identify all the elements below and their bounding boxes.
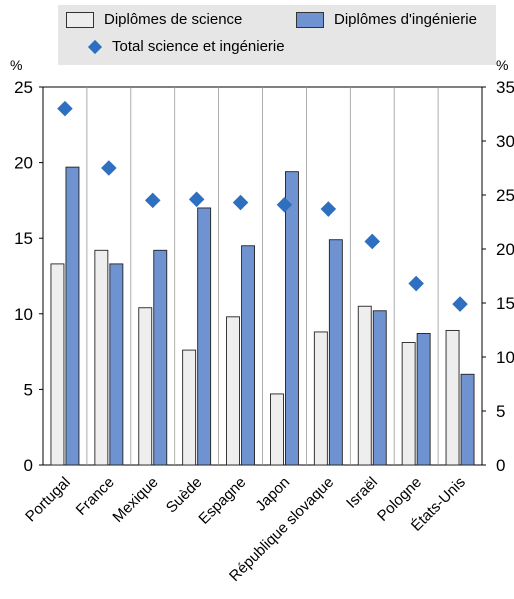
marker-total	[232, 194, 249, 211]
legend-label-total: Total science et ingénierie	[112, 38, 285, 55]
bar-science	[94, 249, 109, 466]
right-axis-tick-label: 10	[496, 348, 514, 367]
right-axis-tick-label: 20	[496, 240, 514, 259]
legend-swatch-engineering	[296, 11, 324, 28]
bar-science	[357, 305, 372, 466]
left-axis-tick-label: 20	[14, 154, 33, 173]
bar-science	[313, 331, 328, 466]
right-axis-tick-label: 15	[496, 294, 514, 313]
bar-science	[182, 349, 197, 466]
bar-engineering	[153, 249, 168, 466]
bar-engineering	[241, 245, 256, 466]
category-label: Mexique	[109, 474, 161, 526]
bar-engineering	[328, 239, 343, 466]
category-label: Espagne	[195, 474, 249, 528]
bar-engineering	[460, 373, 475, 466]
legend-label-engineering: Diplômes d'ingénierie	[334, 11, 477, 28]
marker-total	[364, 233, 381, 250]
marker-total	[144, 192, 161, 209]
marker-total	[320, 201, 337, 217]
right-axis-unit: %	[496, 57, 509, 73]
left-axis-tick-label: 5	[24, 380, 33, 399]
bar-engineering	[372, 310, 387, 466]
left-axis-tick-label: 15	[14, 229, 33, 248]
left-axis-tick-label: 25	[14, 78, 33, 97]
legend-label-science: Diplômes de science	[104, 11, 243, 28]
right-axis-tick-label: 0	[496, 456, 505, 475]
category-label: Israël	[343, 474, 381, 512]
bar-science	[226, 316, 241, 466]
legend-item-science: Diplômes de science	[66, 11, 242, 28]
bar-engineering	[197, 207, 212, 466]
bar-science	[445, 329, 460, 466]
marker-total	[276, 196, 293, 213]
bar-engineering	[285, 171, 299, 466]
left-axis-tick-label: 10	[14, 305, 33, 324]
category-label: Portugal	[22, 474, 74, 526]
legend-swatch-science	[66, 11, 94, 28]
bar-engineering	[416, 333, 431, 466]
bar-engineering	[65, 166, 80, 466]
category-label: Suède	[163, 474, 206, 517]
bar-science	[401, 342, 416, 466]
marker-total	[188, 191, 205, 208]
bar-engineering	[109, 263, 124, 466]
legend-item-engineering: Diplômes d'ingénierie	[296, 11, 477, 28]
right-axis-tick-label: 25	[496, 186, 514, 205]
left-axis-unit: %	[10, 57, 23, 73]
right-axis-tick-label: 5	[496, 402, 505, 421]
category-label: Japon	[252, 474, 293, 515]
right-axis-tick-label: 30	[496, 132, 514, 151]
legend: Diplômes de science Diplômes d'ingénieri…	[58, 5, 496, 65]
marker-total	[101, 160, 117, 176]
legend-item-total: Total science et ingénierie	[84, 38, 285, 55]
bar-science	[50, 263, 65, 466]
bar-science	[138, 307, 153, 466]
right-axis-tick-label: 35	[496, 78, 514, 97]
bar-science	[270, 393, 284, 466]
left-axis-tick-label: 0	[24, 456, 33, 475]
